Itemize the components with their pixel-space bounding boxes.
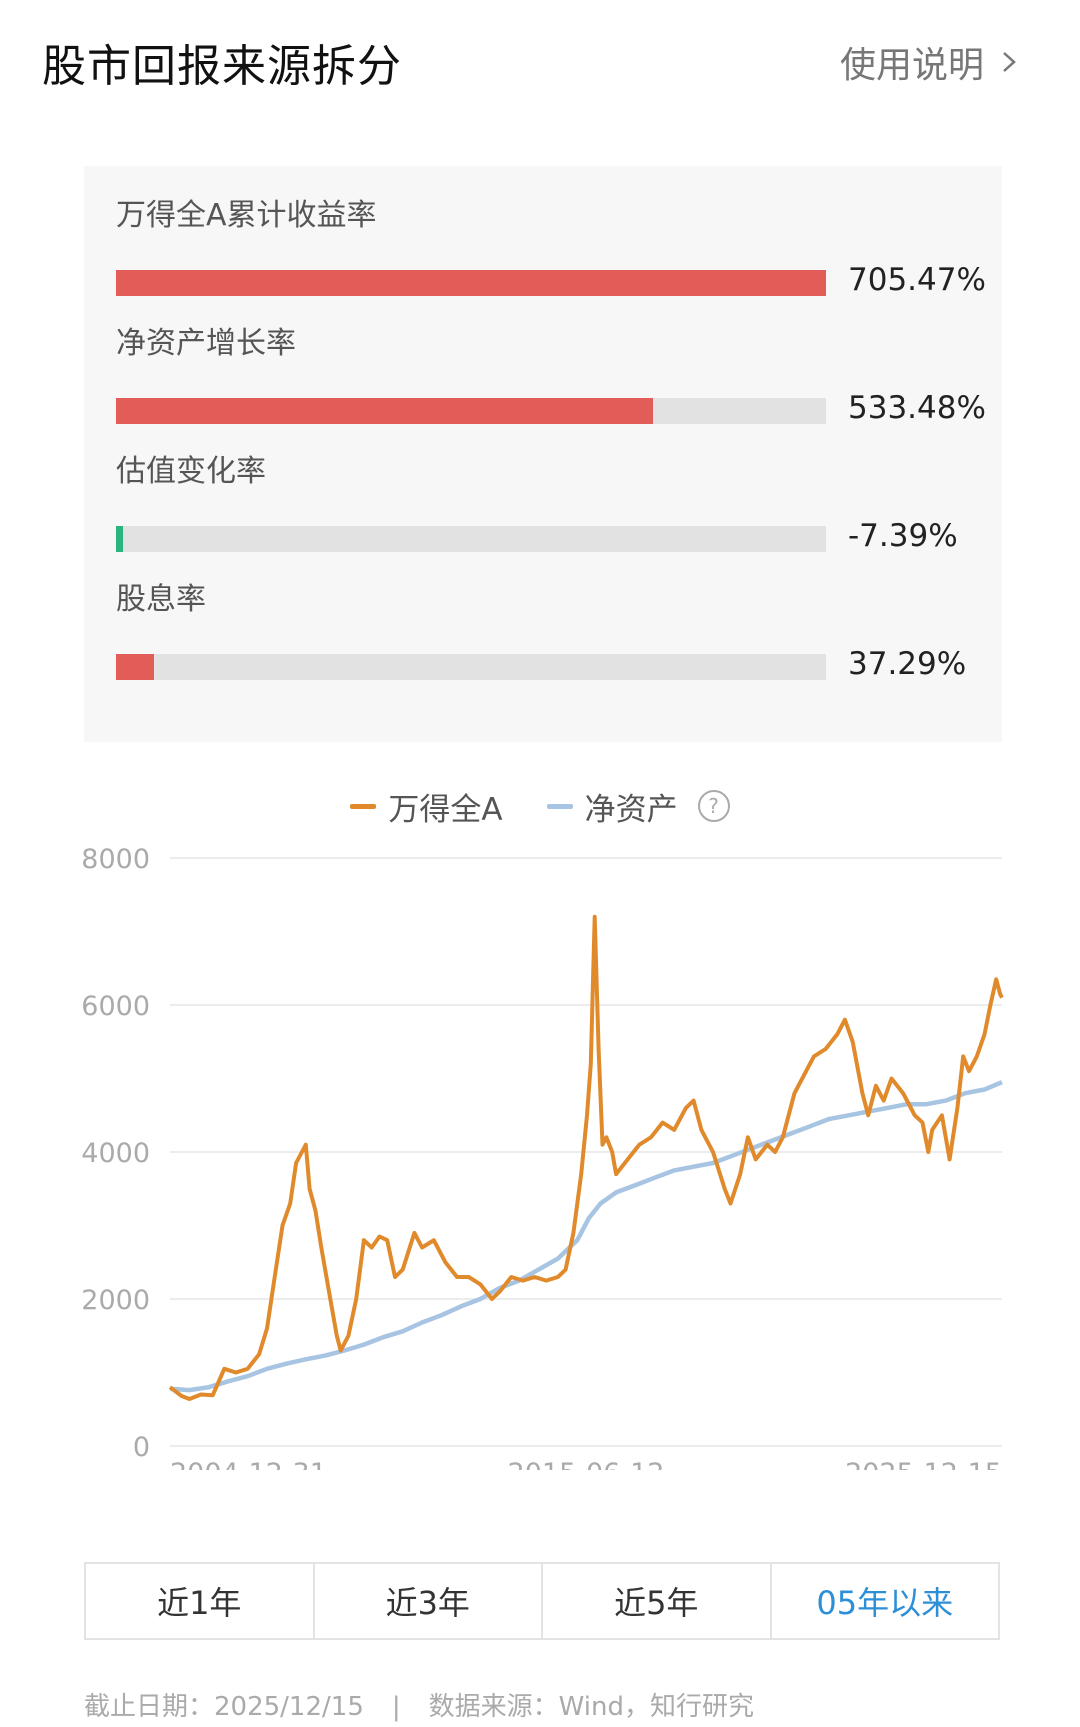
legend-label: 万得全A — [388, 791, 503, 828]
footer-date: 截止日期：2025/12/15 — [84, 1692, 364, 1722]
metric-dividend-yield: 股息率 37.29% — [116, 580, 976, 682]
x-tick-label: 2015-06-12 — [508, 1458, 665, 1470]
y-tick-label: 6000 — [81, 991, 150, 1022]
legend-swatch — [546, 803, 573, 809]
x-tick-label: 2025-12-15 — [845, 1458, 1002, 1470]
metric-value: 533.48% — [848, 390, 986, 426]
y-tick-label: 8000 — [81, 844, 150, 875]
metric-bar-fill — [116, 654, 154, 680]
legend-item-series2[interactable]: 净资产 ? — [546, 784, 730, 829]
help-link[interactable]: 使用说明 — [840, 36, 1020, 88]
metric-total-return: 万得全A累计收益率 705.47% — [116, 196, 986, 298]
footer-source: 数据来源：Wind，知行研究 — [428, 1692, 754, 1722]
metric-bar-fill — [116, 398, 653, 424]
metric-label: 净资产增长率 — [116, 326, 296, 361]
legend-swatch — [350, 803, 377, 809]
series-line-net-asset — [169, 1080, 1003, 1393]
footer-separator: | — [391, 1692, 401, 1722]
metric-net-asset-growth: 净资产增长率 533.48% — [116, 324, 986, 426]
page-title: 股市回报来源拆分 — [42, 41, 402, 92]
question-icon[interactable]: ? — [697, 790, 730, 822]
legend-label: 净资产 — [584, 791, 678, 828]
metric-label: 股息率 — [116, 582, 206, 617]
chevron-right-icon — [1003, 52, 1016, 72]
legend-item-series1[interactable]: 万得全A — [350, 784, 503, 829]
series-line-index — [168, 914, 1004, 1401]
y-tick-label: 4000 — [81, 1138, 150, 1169]
metric-value: 37.29% — [848, 646, 967, 682]
metric-label: 万得全A累计收益率 — [116, 198, 377, 233]
metric-valuation-change: 估值变化率 -7.39% — [116, 452, 976, 554]
tab-5y[interactable]: 近5年 — [543, 1564, 772, 1638]
chart-legend: 万得全A 净资产 ? — [0, 784, 1080, 828]
header: 股市回报来源拆分 使用说明 — [0, 0, 1080, 120]
metric-value: 705.47% — [848, 262, 986, 298]
tab-3y[interactable]: 近3年 — [315, 1564, 543, 1638]
x-tick-label: 2004-12-31 — [170, 1458, 327, 1470]
return-breakdown-panel: 万得全A累计收益率 705.47% 净资产增长率 533.48% 估值变化率 -… — [84, 166, 1002, 742]
y-tick-label: 2000 — [81, 1285, 150, 1316]
metric-bar-track — [116, 526, 826, 552]
tab-since-05[interactable]: 05年以来 — [816, 1584, 954, 1622]
line-chart: 0 2000 4000 6000 8000 2004-12-31 2015-06-12 202… — [81, 844, 1004, 1470]
period-tabs: 近1年 近3年 近5年 05年以来 — [84, 1562, 1000, 1640]
metric-value: -7.39% — [848, 518, 958, 554]
metric-bar-track — [116, 654, 826, 680]
metric-label: 估值变化率 — [116, 454, 266, 489]
metric-bar-fill — [116, 270, 826, 296]
y-tick-label: 0 — [133, 1432, 150, 1463]
help-link-label: 使用说明 — [839, 45, 984, 86]
footer: 截止日期：2025/12/15 | 数据来源：Wind，知行研究 — [84, 1686, 754, 1723]
tab-1y[interactable]: 近1年 — [86, 1564, 315, 1638]
metric-bar-fill — [116, 526, 124, 552]
